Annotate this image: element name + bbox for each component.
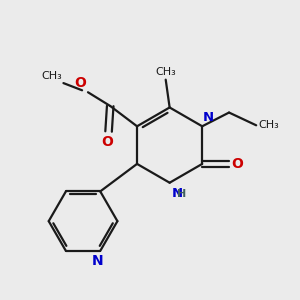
Text: H: H — [177, 189, 186, 199]
Text: N: N — [171, 187, 182, 200]
Text: CH₃: CH₃ — [155, 67, 176, 77]
Text: O: O — [74, 76, 86, 90]
Text: CH₃: CH₃ — [258, 120, 279, 130]
Text: CH₃: CH₃ — [41, 71, 62, 82]
Text: O: O — [101, 135, 113, 149]
Text: N: N — [92, 254, 103, 268]
Text: O: O — [231, 157, 243, 171]
Text: N: N — [203, 111, 214, 124]
